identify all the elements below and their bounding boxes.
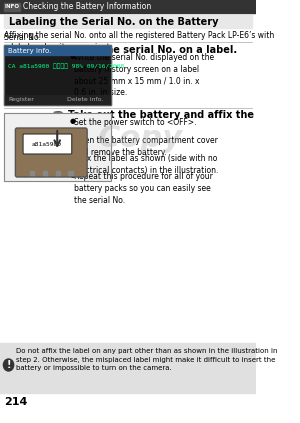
Text: Serial No.: Serial No.: [4, 33, 41, 42]
Bar: [4, 113, 111, 181]
Bar: [5, 95, 110, 104]
Text: Labeling the Serial No. on the Battery: Labeling the Serial No. on the Battery: [8, 16, 218, 27]
Text: a81a5900: a81a5900: [32, 142, 62, 146]
Text: Write the serial No. displayed on the
battery history screen on a label
about 25: Write the serial No. displayed on the ba…: [74, 53, 214, 97]
Text: INFO: INFO: [4, 4, 20, 9]
Text: Delete info.: Delete info.: [67, 97, 104, 102]
Text: ●: ●: [70, 136, 76, 142]
Bar: [0, 343, 256, 393]
Text: Repeat this procedure for all of your
battery packs so you can easily see
the se: Repeat this procedure for all of your ba…: [74, 172, 213, 205]
Text: Affix the label as shown (side with no
electrical contacts) in the illustration.: Affix the label as shown (side with no e…: [74, 154, 219, 175]
Bar: [68, 171, 73, 175]
Bar: [0, 0, 256, 13]
Text: ●: ●: [70, 118, 76, 124]
Bar: [30, 171, 34, 175]
FancyBboxPatch shape: [15, 128, 87, 177]
Text: Checking the Battery Information: Checking the Battery Information: [23, 2, 151, 11]
Bar: [4, 15, 252, 28]
Text: Affixing the serial No. onto all the registered Battery Pack LP-E6’s with
a labe: Affixing the serial No. onto all the reg…: [4, 31, 274, 52]
FancyBboxPatch shape: [23, 134, 72, 154]
Text: ●: ●: [70, 53, 76, 59]
Text: 1: 1: [51, 45, 65, 64]
Text: Register: Register: [8, 97, 34, 102]
Bar: [4, 3, 20, 11]
Bar: [4, 113, 111, 181]
Text: Do not affix the label on any part other than as shown in the illustration in
st: Do not affix the label on any part other…: [16, 348, 278, 371]
Text: Open the battery compartment cover
and remove the battery.: Open the battery compartment cover and r…: [74, 136, 218, 157]
Text: Copy: Copy: [98, 124, 184, 153]
Circle shape: [3, 359, 14, 371]
Bar: [4, 45, 111, 105]
Text: 1: 1: [49, 45, 67, 69]
Text: !: !: [6, 360, 11, 370]
Bar: [4, 45, 111, 105]
Text: Write the serial No. on a label.: Write the serial No. on a label.: [68, 45, 238, 55]
Text: 214: 214: [4, 397, 28, 407]
Text: Take out the battery and affix the
label.: Take out the battery and affix the label…: [68, 110, 254, 132]
Text: ●: ●: [70, 172, 76, 178]
Text: 2: 2: [51, 110, 65, 129]
Text: CA a81a5900 ⬛⬛⬛⬛ 98% 09/16/2008: CA a81a5900 ⬛⬛⬛⬛ 98% 09/16/2008: [8, 63, 124, 69]
Text: Set the power switch to <OFF>.: Set the power switch to <OFF>.: [74, 118, 197, 127]
Text: Battery info.: Battery info.: [8, 47, 51, 53]
Text: ●: ●: [70, 154, 76, 160]
Bar: [5, 46, 110, 55]
Bar: [56, 171, 60, 175]
Bar: [43, 171, 47, 175]
